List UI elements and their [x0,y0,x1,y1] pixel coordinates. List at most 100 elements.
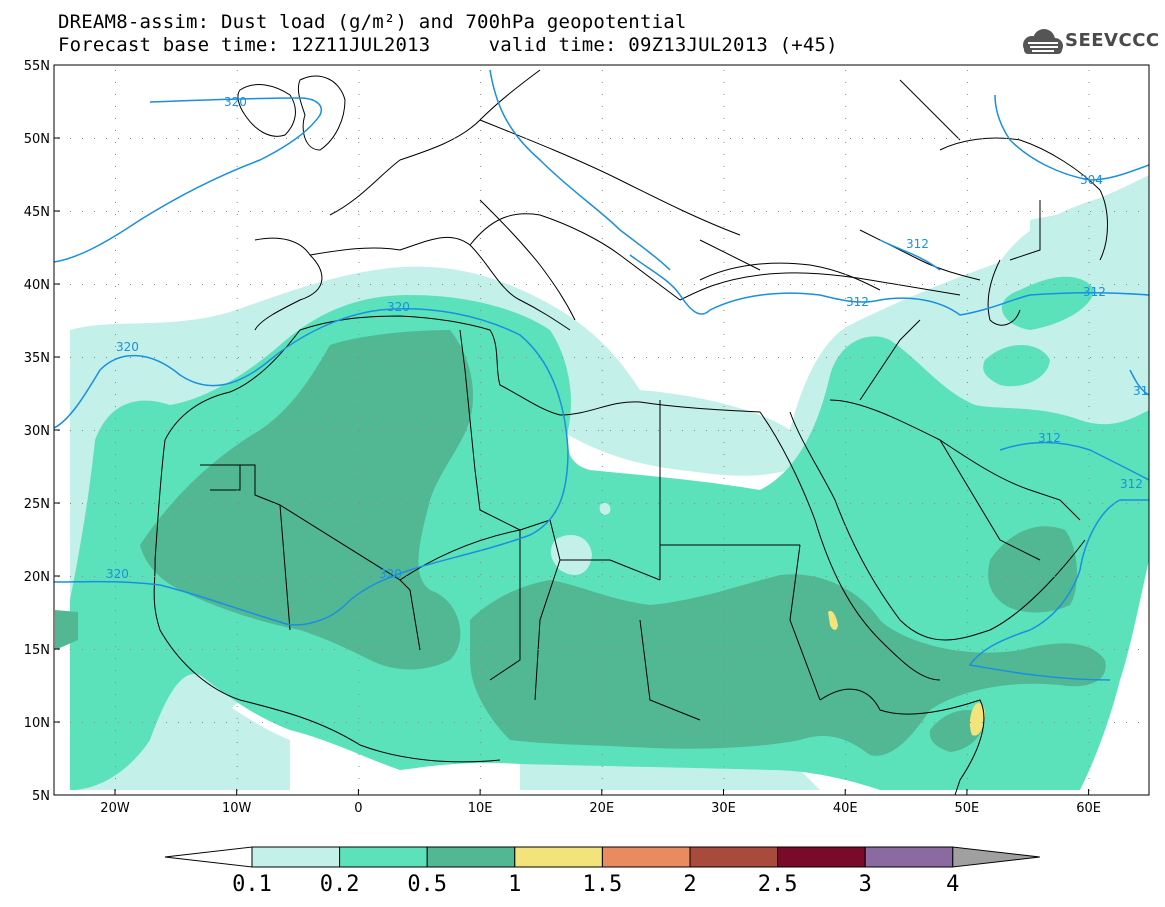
grid-dot [706,649,707,650]
colorbar-swatch [601,846,691,868]
grid-dot [910,576,911,577]
grid-dot [694,503,695,504]
grid-dot [682,430,683,431]
grid-dot [238,649,239,650]
grid-dot [814,722,815,723]
grid-dot [766,430,767,431]
grid-dot [382,138,383,139]
grid-dot [236,478,238,479]
grid-dot [886,576,887,577]
grid-dot [1088,550,1090,551]
grid-dot [70,722,71,723]
grid-dot [730,138,731,139]
grid-dot [382,284,383,285]
grid-dot [94,138,95,139]
grid-dot [236,778,238,779]
grid-dot [826,430,827,431]
grid-dot [742,576,743,577]
grid-dot [723,142,725,143]
grid-dot [946,503,947,504]
grid-dot [845,622,847,623]
lon-tick-label: 50E [955,801,980,816]
grid-dot [202,576,203,577]
grid-dot [742,284,743,285]
grid-dot [966,142,968,143]
grid-dot [106,576,107,577]
grid-dot [1138,430,1139,431]
grid-dot [562,284,563,285]
grid-dot [966,394,968,395]
grid-dot [723,322,725,323]
grid-dot [934,138,935,139]
grid-dot [845,550,847,551]
grid-dot [598,503,599,504]
grid-dot [1042,284,1043,285]
grid-dot [178,211,179,212]
grid-dot [966,466,968,467]
grid-dot [1088,454,1090,455]
colorbar-swatch [426,846,516,868]
grid-dot [754,430,755,431]
grid-dot [886,503,887,504]
grid-dot [236,490,238,491]
grid-dot [115,418,116,419]
grid-dot [670,503,671,504]
grid-dot [706,284,707,285]
grid-dot [430,284,431,285]
colorbar-swatch [514,846,603,868]
grid-dot [970,211,971,212]
grid-dot [480,346,482,347]
lat-tick-label: 15N [24,643,50,658]
grid-dot [1018,138,1019,139]
grid-dot [115,610,116,611]
grid-dot [322,649,323,650]
grid-dot [358,538,360,539]
grid-dot [802,211,803,212]
grid-dot [718,357,719,358]
grid-dot [154,503,155,504]
grid-dot [562,576,563,577]
grid-dot [286,284,287,285]
grid-dot [334,430,335,431]
grid-dot [514,722,515,723]
grid-dot [1042,503,1043,504]
grid-dot [1078,430,1079,431]
grid-dot [1114,649,1115,650]
grid-dot [478,138,479,139]
grid-dot [322,576,323,577]
grid-dot [236,730,238,731]
grid-dot [115,130,116,131]
grid-dot [586,576,587,577]
grid-dot [358,658,360,659]
grid-dot [236,610,238,611]
grid-dot [1054,576,1055,577]
grid-dot [236,442,238,443]
grid-dot [418,357,419,358]
grid-dot [442,357,443,358]
grid-dot [574,430,575,431]
grid-dot [934,284,935,285]
grid-dot [1054,722,1055,723]
grid-dot [601,550,603,551]
lat-tick-label: 40N [24,278,50,293]
grid-dot [454,357,455,358]
lat-tick-label: 20N [24,570,50,585]
grid-dot [966,106,968,107]
grid-dot [966,778,968,779]
grid-dot [118,503,119,504]
grid-dot [538,357,539,358]
grid-dot [382,357,383,358]
grid-dot [358,562,360,563]
grid-dot [1088,514,1090,515]
grid-dot [286,211,287,212]
grid-dot [910,211,911,212]
grid-dot [1042,576,1043,577]
grid-dot [601,70,603,71]
grid-dot [142,138,143,139]
grid-dot [238,503,239,504]
grid-dot [166,576,167,577]
grid-dot [1088,154,1090,155]
grid-dot [694,649,695,650]
grid-dot [994,211,995,212]
grid-dot [106,211,107,212]
